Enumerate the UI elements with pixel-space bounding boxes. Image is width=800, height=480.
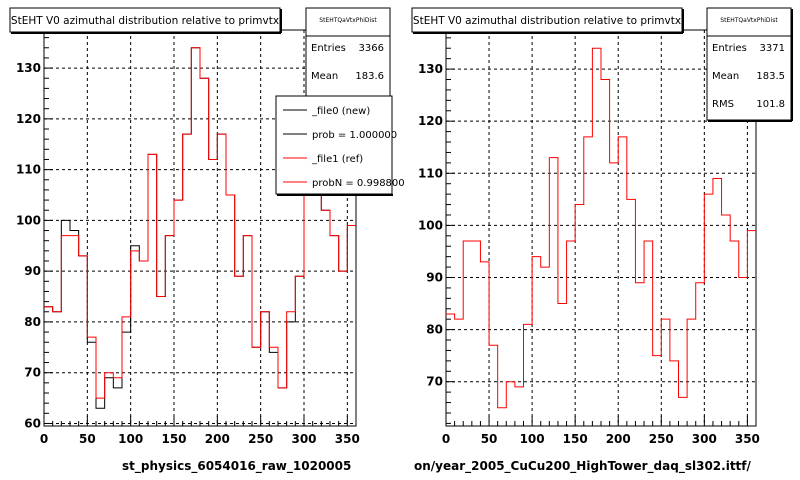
- y-tick-label: 120: [16, 112, 41, 126]
- y-tick-label: 90: [426, 271, 443, 285]
- left-y-ticks: 60 70 80 90 100 110 120 130: [16, 37, 53, 430]
- right-stats-label-rms: RMS: [712, 99, 734, 110]
- right-stats-name: StEHTQaVtxPhiDist: [720, 17, 778, 24]
- left-x-label: st_physics_6054016_raw_1020005: [122, 459, 351, 474]
- right-series: [446, 47, 756, 409]
- x-tick-label: 150: [563, 432, 588, 446]
- x-tick-label: 350: [735, 432, 760, 446]
- left-title: StEHT V0 azimuthal distribution relative…: [11, 15, 279, 27]
- x-tick-label: 150: [161, 432, 186, 446]
- right-stats-box: StEHTQaVtxPhiDist Entries 3371 Mean 183.…: [706, 7, 793, 122]
- x-tick-label: 50: [79, 432, 96, 446]
- right-stats-value-rms: 101.8: [756, 99, 785, 110]
- right-x-ticks: 0 50 100 150 200 250 300 350: [442, 416, 760, 446]
- x-tick-label: 250: [248, 432, 273, 446]
- legend-entry-file1: _file1 (ref): [311, 154, 363, 165]
- legend-entry-probn: probN = 0.998800: [312, 178, 405, 189]
- histogram-series-1: [44, 47, 356, 399]
- right-x-label: on/year_2005_CuCu200_HighTower_daq_sl302…: [414, 459, 752, 474]
- x-tick-label: 300: [291, 432, 316, 446]
- left-series: [44, 47, 356, 409]
- y-tick-label: 70: [426, 375, 443, 389]
- legend-entry-file0: _file0 (new): [311, 106, 370, 117]
- left-stats-box: StEHTQaVtxPhiDist Entries 3366 Mean 183.…: [305, 7, 391, 99]
- left-stats-name: StEHTQaVtxPhiDist: [319, 17, 377, 24]
- right-y-ticks: 70 80 90 100 110 120 130: [418, 37, 455, 424]
- left-stats-label-entries: Entries: [311, 43, 346, 54]
- y-tick-label: 120: [418, 114, 443, 128]
- y-tick-label: 110: [16, 163, 41, 177]
- left-panel: 0 50 100 150 200 250 300 350 60 70 80 90 100 110 120 1…: [9, 7, 405, 474]
- y-tick-label: 100: [16, 213, 41, 227]
- left-stats-value-mean: 183.6: [355, 71, 384, 82]
- right-stats-value-entries: 3371: [760, 43, 785, 54]
- histogram-series-0: [446, 47, 756, 409]
- x-tick-label: 50: [481, 432, 498, 446]
- x-tick-label: 300: [692, 432, 717, 446]
- right-panel: 0 50 100 150 200 250 300 350 70 80 90 100 110 120 130…: [411, 7, 793, 474]
- y-tick-label: 90: [24, 264, 41, 278]
- left-title-box: StEHT V0 azimuthal distribution relative…: [9, 7, 282, 34]
- right-title: StEHT V0 azimuthal distribution relative…: [413, 15, 681, 27]
- right-title-box: StEHT V0 azimuthal distribution relative…: [411, 7, 684, 34]
- right-stats-value-mean: 183.5: [756, 71, 785, 82]
- legend-entry-prob: prob = 1.000000: [312, 130, 397, 141]
- y-tick-label: 130: [16, 61, 41, 75]
- left-x-ticks: 0 50 100 150 200 250 300 350: [40, 416, 360, 446]
- y-tick-label: 110: [418, 166, 443, 180]
- y-tick-label: 70: [24, 366, 41, 380]
- x-tick-label: 250: [649, 432, 674, 446]
- x-tick-label: 100: [520, 432, 545, 446]
- x-tick-label: 350: [335, 432, 360, 446]
- y-tick-label: 60: [24, 416, 41, 430]
- y-tick-label: 130: [418, 62, 443, 76]
- x-tick-label: 200: [205, 432, 230, 446]
- left-stats-value-entries: 3366: [359, 43, 384, 54]
- x-tick-label: 0: [40, 432, 48, 446]
- y-tick-label: 80: [24, 315, 41, 329]
- x-tick-label: 0: [442, 432, 450, 446]
- y-tick-label: 80: [426, 323, 443, 337]
- x-tick-label: 100: [118, 432, 143, 446]
- left-legend: _file0 (new) prob = 1.000000 _file1 (ref…: [275, 95, 405, 196]
- y-tick-label: 100: [418, 218, 443, 232]
- right-stats-label-entries: Entries: [712, 43, 747, 54]
- right-stats-label-mean: Mean: [712, 71, 739, 82]
- x-tick-label: 200: [606, 432, 631, 446]
- left-stats-label-mean: Mean: [311, 71, 338, 82]
